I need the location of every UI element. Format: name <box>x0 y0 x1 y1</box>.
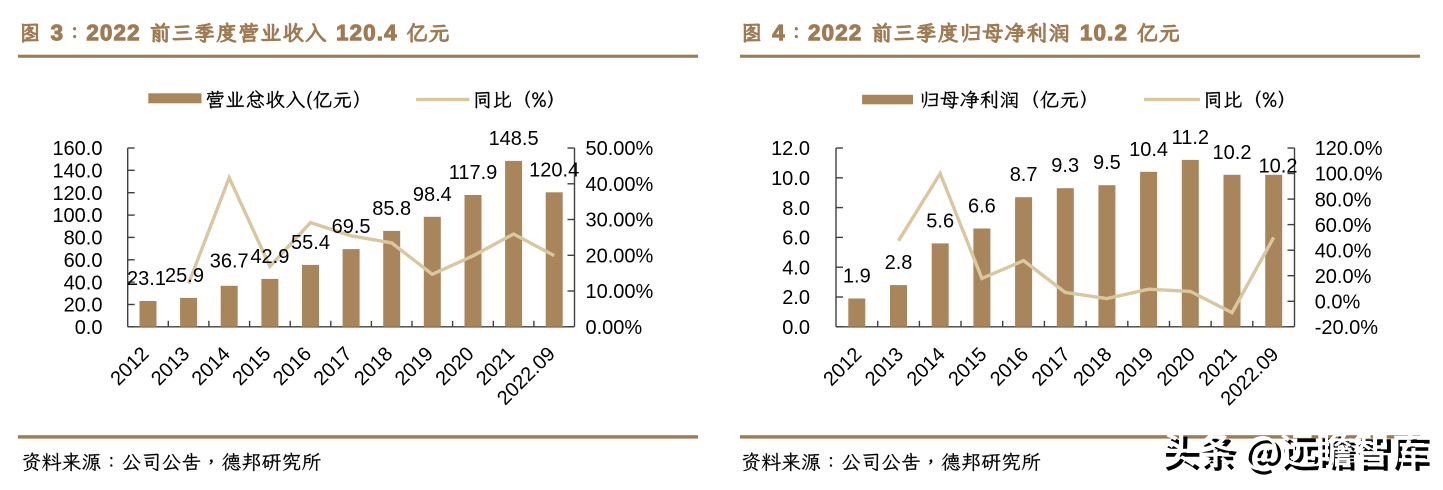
svg-text:1.9: 1.9 <box>843 266 871 288</box>
svg-text:42.9: 42.9 <box>250 246 289 268</box>
svg-text:80.0: 80.0 <box>64 228 103 250</box>
svg-text:0.0%: 0.0% <box>1315 292 1361 314</box>
svg-text:2019: 2019 <box>1111 343 1158 390</box>
svg-text:60.0: 60.0 <box>64 250 103 272</box>
svg-text:160.0: 160.0 <box>52 138 102 160</box>
svg-text:36.7: 36.7 <box>210 251 249 273</box>
svg-text:55.4: 55.4 <box>291 232 330 254</box>
svg-text:5.6: 5.6 <box>926 210 954 232</box>
svg-text:0.00%: 0.00% <box>586 317 643 339</box>
svg-text:8.0: 8.0 <box>782 198 810 220</box>
svg-text:2016: 2016 <box>986 343 1033 390</box>
svg-text:10.00%: 10.00% <box>586 281 654 303</box>
svg-text:20.0%: 20.0% <box>1315 266 1372 288</box>
svg-text:40.0%: 40.0% <box>1315 240 1372 262</box>
svg-text:120.0%: 120.0% <box>1315 138 1383 160</box>
svg-text:2.0: 2.0 <box>782 287 810 309</box>
svg-text:120.4: 120.4 <box>529 159 579 181</box>
svg-text:140.0: 140.0 <box>52 161 102 183</box>
svg-text:20.0: 20.0 <box>64 295 103 317</box>
svg-text:6.6: 6.6 <box>968 196 996 218</box>
svg-text:2012: 2012 <box>819 343 866 390</box>
svg-text:100.0%: 100.0% <box>1315 164 1383 186</box>
svg-text:2017: 2017 <box>310 343 357 390</box>
svg-text:10.4: 10.4 <box>1129 139 1168 161</box>
svg-text:0.0: 0.0 <box>75 317 103 339</box>
svg-text:40.0: 40.0 <box>64 272 103 294</box>
svg-text:40.00%: 40.00% <box>586 174 654 196</box>
svg-text:2014: 2014 <box>903 343 950 390</box>
svg-text:2012: 2012 <box>107 343 154 390</box>
svg-text:100.0: 100.0 <box>52 205 102 227</box>
svg-text:2018: 2018 <box>1069 343 1116 390</box>
svg-text:2013: 2013 <box>861 343 908 390</box>
svg-text:25.9: 25.9 <box>165 265 204 287</box>
svg-text:85.8: 85.8 <box>372 198 411 220</box>
svg-text:2015: 2015 <box>944 343 991 390</box>
svg-text:9.3: 9.3 <box>1051 155 1079 177</box>
svg-text:148.5: 148.5 <box>489 128 539 150</box>
svg-text:2.8: 2.8 <box>885 252 913 274</box>
svg-text:20.00%: 20.00% <box>586 246 654 268</box>
svg-text:0.0: 0.0 <box>782 317 810 339</box>
svg-text:98.4: 98.4 <box>413 184 452 206</box>
svg-text:2020: 2020 <box>432 343 479 390</box>
svg-text:10.2: 10.2 <box>1259 156 1298 178</box>
svg-text:10.2: 10.2 <box>1213 142 1252 164</box>
svg-text:50.00%: 50.00% <box>586 138 654 160</box>
svg-text:69.5: 69.5 <box>332 216 371 238</box>
svg-text:2013: 2013 <box>147 343 194 390</box>
svg-text:2019: 2019 <box>391 343 438 390</box>
svg-text:2015: 2015 <box>228 343 275 390</box>
svg-text:80.0%: 80.0% <box>1315 189 1372 211</box>
svg-text:117.9: 117.9 <box>449 162 498 184</box>
svg-text:12.0: 12.0 <box>771 138 810 160</box>
svg-text:11.2: 11.2 <box>1172 127 1209 149</box>
svg-text:2016: 2016 <box>269 343 316 390</box>
svg-text:10.0: 10.0 <box>771 168 810 190</box>
svg-text:6.0: 6.0 <box>782 228 810 250</box>
svg-text:30.00%: 30.00% <box>586 210 654 232</box>
svg-text:2017: 2017 <box>1028 343 1075 390</box>
svg-text:9.5: 9.5 <box>1093 152 1121 174</box>
svg-text:2020: 2020 <box>1153 343 1200 390</box>
svg-text:-20.0%: -20.0% <box>1315 317 1379 339</box>
svg-text:2014: 2014 <box>188 343 235 390</box>
svg-text:23.1: 23.1 <box>127 268 166 290</box>
svg-text:60.0%: 60.0% <box>1315 215 1372 237</box>
svg-text:8.7: 8.7 <box>1010 164 1038 186</box>
svg-text:4.0: 4.0 <box>782 257 810 279</box>
svg-text:120.0: 120.0 <box>52 183 102 205</box>
svg-text:2018: 2018 <box>350 343 397 390</box>
